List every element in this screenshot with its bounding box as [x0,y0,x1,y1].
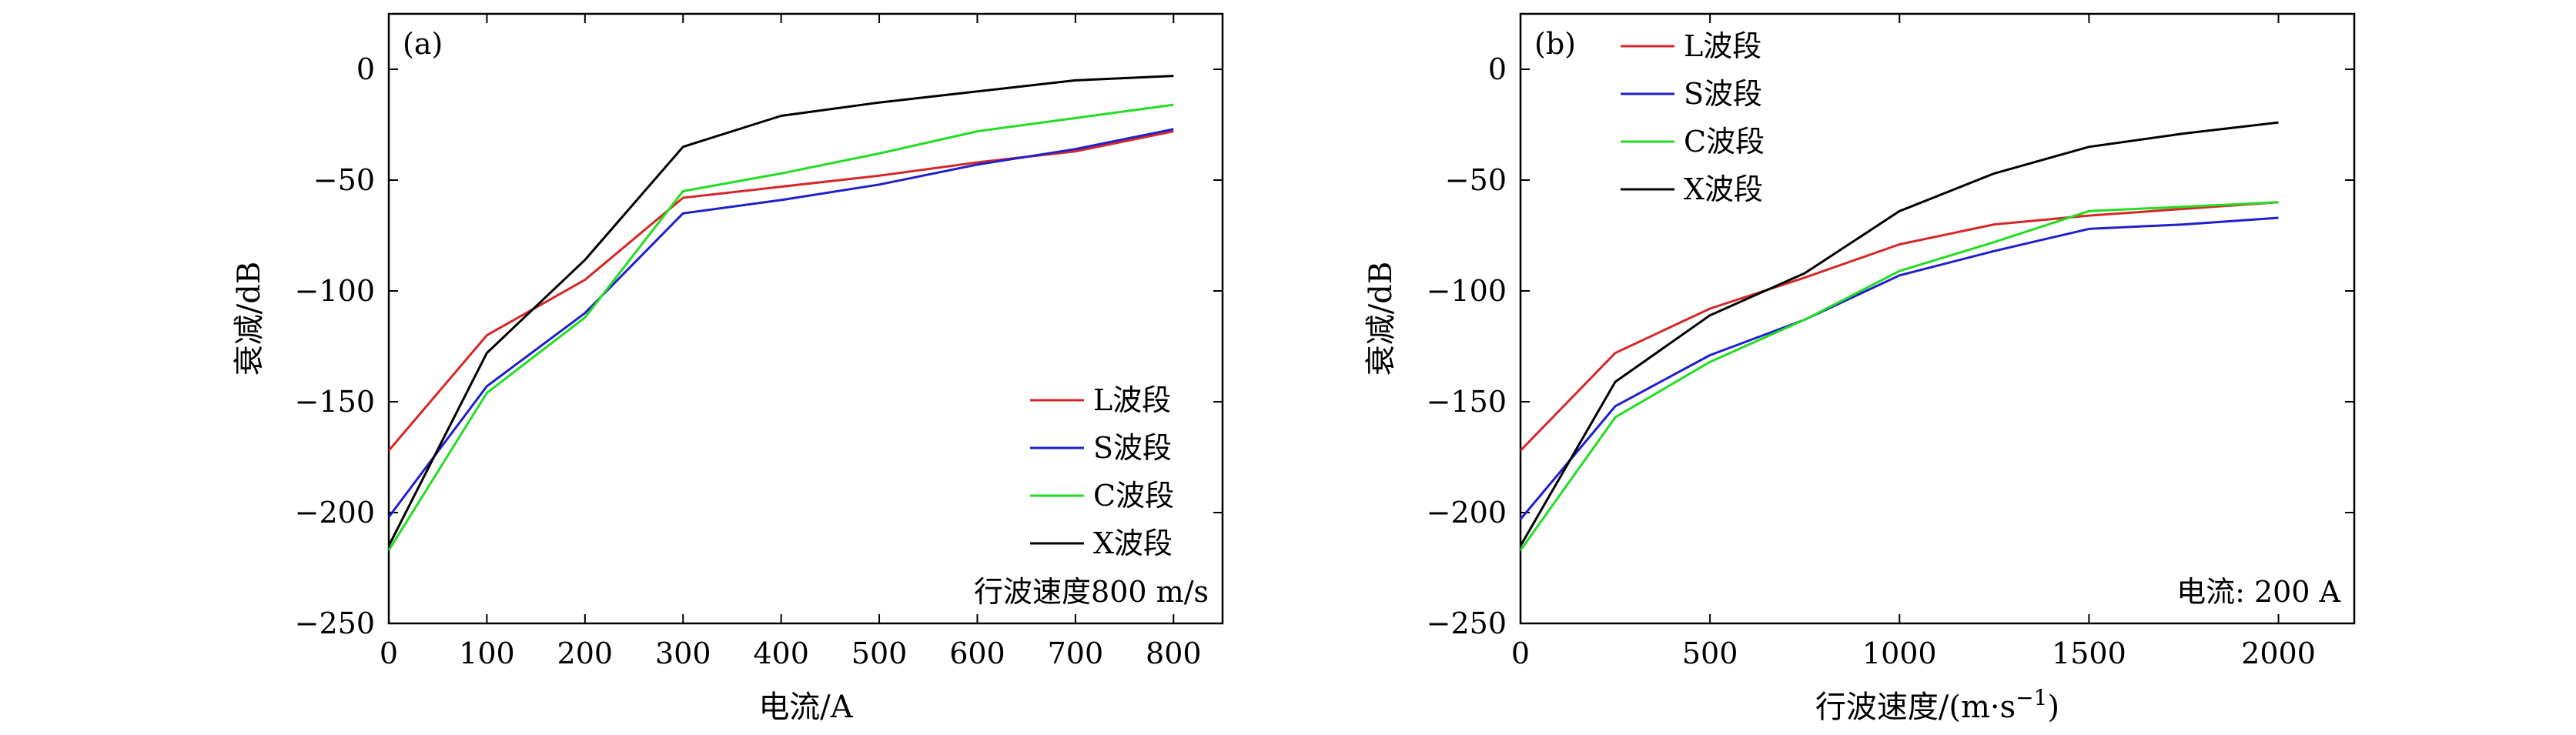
x-tick-label: 1000 [1862,636,1937,670]
x-tick-label: 0 [380,636,398,670]
y-tick-label: −150 [295,385,375,419]
legend-label: S波段 [1684,77,1762,111]
x-axis-label-text: 行波速度/(m·s [1815,690,2016,725]
chart-panel-b: 0 500 1000 1500 2000 0 −50 −100 −150 −200 −250 (b) L… [1363,12,2356,725]
y-tick-label: −200 [295,496,375,530]
y-tick-label: −250 [1427,606,1507,640]
series-line-1 [1519,201,2279,452]
legend: L波段 S波段 C波段 X波段 [1621,29,1765,206]
y-axis-label: 衰减/dB [1363,262,1399,376]
y-tick-label: −50 [313,163,375,197]
x-tick-label: 700 [1048,636,1104,670]
panel-label: (b) [1534,27,1576,61]
legend-label: S波段 [1093,431,1172,465]
legend-label: X波段 [1684,172,1763,206]
x-tick-label: 200 [557,636,614,670]
plot-frame [1519,12,2356,625]
series-line-4 [387,75,1174,546]
y-tick-label: 0 [356,52,375,86]
chart-panel-a: 0 100 200 300 400 500 600 700 800 0 −50 −100 −150 −20… [232,12,1224,725]
x-axis-label-superscript: −1 [2016,685,2047,710]
y-tick-label: −250 [295,606,375,640]
y-tick-label: −100 [295,274,375,308]
series-line-3 [387,103,1174,551]
legend-label: L波段 [1093,383,1171,417]
x-tick-label: 100 [459,636,515,670]
y-axis-label: 衰减/dB [232,262,267,376]
legend: L波段 S波段 C波段 X波段 [1030,383,1174,560]
y-tick-label: −100 [1427,274,1507,308]
legend-label: L波段 [1684,29,1761,63]
y-tick-label: −150 [1427,385,1507,419]
x-axis-label: 行波速度/(m·s−1) [1815,685,2059,725]
x-tick-label: 600 [949,636,1005,670]
x-tick-label: 800 [1146,636,1202,670]
y-tick-label: 0 [1488,52,1507,86]
series-line-4 [1519,121,2279,546]
x-axis-label-tail: ) [2047,690,2059,725]
x-axis-label-text: 电流/A [758,690,853,725]
y-tick-label: −50 [1445,163,1507,197]
series-line-1 [387,130,1174,452]
x-tick-label: 500 [851,636,908,670]
x-tick-label: 1500 [2052,636,2126,670]
x-tick-label: 500 [1682,636,1738,670]
y-tick-label: −200 [1427,496,1507,530]
annotation: 行波速度800 m/s [974,575,1209,609]
x-tick-label: 400 [753,636,809,670]
plot-frame [387,12,1224,625]
series-line-2 [387,128,1174,518]
series-line-2 [1519,216,2279,520]
x-axis-label: 电流/A [758,690,853,725]
x-tick-label: 300 [655,636,711,670]
legend-label: X波段 [1093,526,1173,560]
panel-label: (a) [403,27,443,61]
x-tick-label: 0 [1511,636,1530,670]
legend-label: C波段 [1093,479,1174,513]
series-line-3 [1519,201,2279,551]
annotation: 电流: 200 A [2176,575,2340,609]
x-tick-label: 2000 [2241,636,2316,670]
legend-label: C波段 [1684,125,1765,159]
